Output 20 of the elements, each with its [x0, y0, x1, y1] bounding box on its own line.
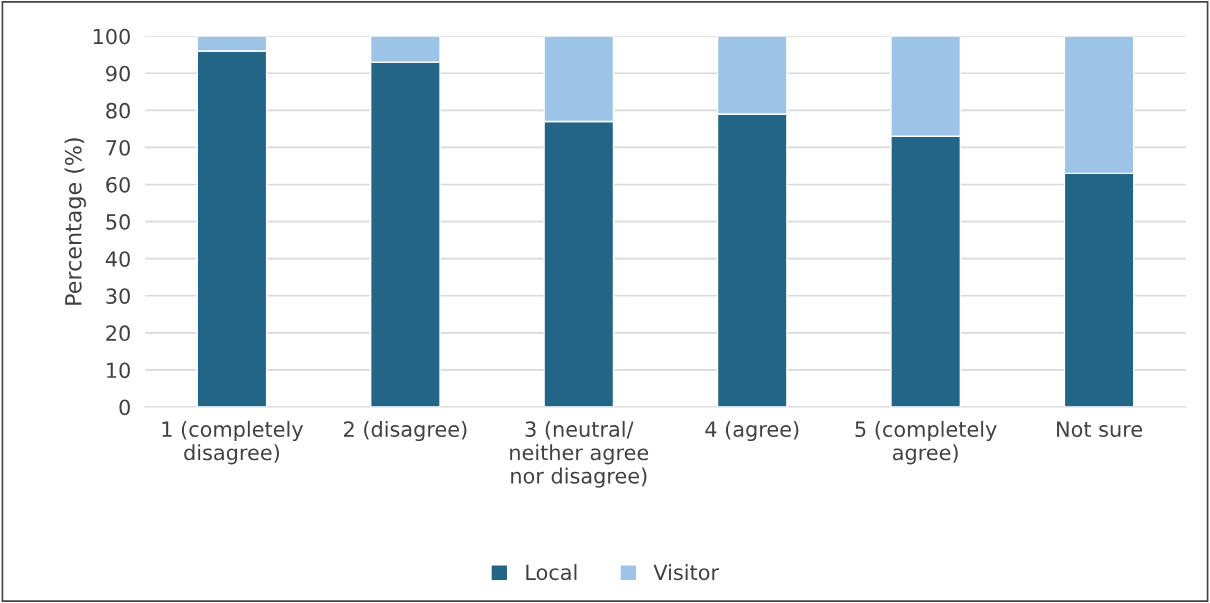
x-tick-label: 1 (completely disagree): [162, 420, 304, 465]
y-tick-label: 30: [106, 288, 130, 304]
legend-label: Visitor: [653, 564, 720, 581]
x-tick-label: Not sure: [1057, 421, 1143, 438]
y-tick-label: 40: [105, 251, 130, 267]
y-tick-label: 0: [119, 399, 130, 416]
y-tick-label: 70: [106, 139, 130, 156]
x-tick-label: 5 (completely agree): [855, 420, 997, 465]
x-tick-label: 2 (disagree): [344, 420, 467, 442]
y-tick-label: 50: [106, 214, 130, 230]
y-tick-label: 80: [106, 102, 130, 119]
y-axis-title: Percentage (%): [64, 138, 86, 305]
legend-label: Local: [526, 564, 577, 581]
y-tick-label: 100: [93, 28, 130, 45]
y-tick-label: 60: [106, 176, 130, 193]
y-tick-label: 10: [107, 362, 130, 379]
y-tick-label: 90: [106, 65, 130, 82]
y-tick-label: 20: [106, 325, 130, 342]
x-tick-label: 4 (agree): [705, 420, 799, 442]
x-tick-label: 3 (neutral/ neither agree nor disagree): [510, 420, 649, 488]
